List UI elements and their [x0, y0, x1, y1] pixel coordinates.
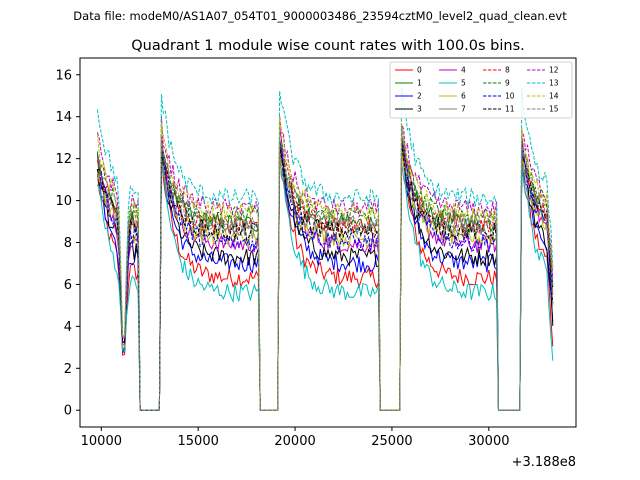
y-tick-label: 8: [64, 236, 72, 251]
legend-label-8: 8: [505, 66, 510, 75]
series-layer: [96, 84, 554, 411]
legend-label-3: 3: [417, 105, 422, 114]
legend-label-15: 15: [549, 105, 559, 114]
y-tick-label: 6: [64, 278, 72, 293]
legend-label-1: 1: [417, 79, 422, 88]
series-line-0: [96, 147, 554, 411]
x-tick-label: 20000: [274, 434, 315, 449]
y-tick-label: 4: [64, 320, 72, 335]
series-line-15: [96, 126, 554, 411]
x-offset-label: +3.188e8: [512, 455, 576, 470]
x-tick-label: 25000: [371, 434, 412, 449]
legend-label-13: 13: [549, 79, 559, 88]
legend-label-12: 12: [549, 66, 559, 75]
chart-suptitle: Data file: modeM0/AS1A07_054T01_90000034…: [73, 9, 567, 23]
legend-label-0: 0: [417, 66, 422, 75]
series-line-14: [96, 116, 554, 411]
legend-label-14: 14: [549, 92, 559, 101]
x-tick-label: 10000: [81, 434, 122, 449]
y-axis: 0 2 4 6 8 10 12 14 16: [55, 68, 80, 419]
y-tick-label: 16: [55, 68, 72, 83]
y-tick-label: 10: [55, 194, 72, 209]
legend-label-2: 2: [417, 92, 422, 101]
legend-box: [389, 61, 573, 119]
series-line-5: [96, 148, 554, 411]
legend-label-11: 11: [505, 105, 515, 114]
series-line-10: [96, 137, 554, 411]
series-line-12: [96, 115, 554, 411]
series-line-13: [96, 84, 554, 411]
y-tick-label: 14: [55, 110, 72, 125]
x-axis: 10000 15000 20000 25000 30000: [81, 427, 509, 449]
legend-label-10: 10: [505, 92, 515, 101]
chart-title: Quadrant 1 module wise count rates with …: [131, 38, 525, 54]
y-tick-label: 0: [64, 404, 72, 419]
series-line-11: [97, 141, 554, 411]
x-tick-label: 15000: [178, 434, 219, 449]
legend-label-9: 9: [505, 79, 510, 88]
legend-label-5: 5: [461, 79, 466, 88]
series-line-4: [96, 127, 554, 411]
legend-label-4: 4: [461, 66, 466, 75]
y-tick-label: 12: [55, 152, 72, 167]
legend-label-6: 6: [461, 92, 466, 101]
y-tick-label: 2: [64, 362, 72, 377]
legend-label-7: 7: [461, 105, 466, 114]
x-tick-label: 30000: [468, 434, 509, 449]
